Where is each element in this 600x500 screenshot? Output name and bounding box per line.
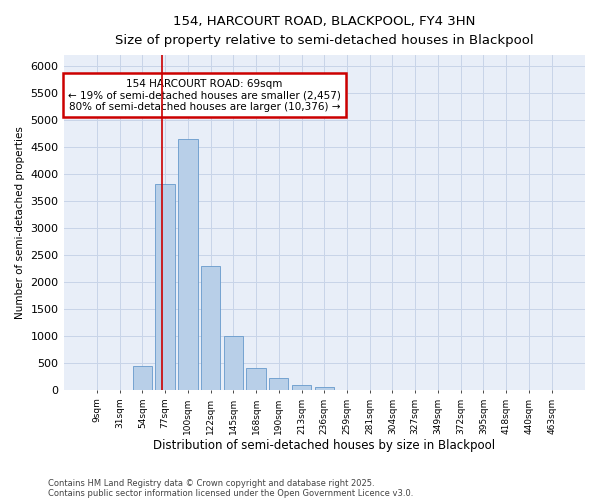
Bar	[269, 378, 289, 390]
X-axis label: Distribution of semi-detached houses by size in Blackpool: Distribution of semi-detached houses by …	[153, 440, 496, 452]
Bar	[178, 139, 197, 390]
Text: 154 HARCOURT ROAD: 69sqm
← 19% of semi-detached houses are smaller (2,457)
80% o: 154 HARCOURT ROAD: 69sqm ← 19% of semi-d…	[68, 78, 341, 112]
Text: Contains public sector information licensed under the Open Government Licence v3: Contains public sector information licen…	[48, 488, 413, 498]
Bar	[155, 184, 175, 390]
Bar	[224, 336, 243, 390]
Bar	[133, 366, 152, 390]
Text: Contains HM Land Registry data © Crown copyright and database right 2025.: Contains HM Land Registry data © Crown c…	[48, 478, 374, 488]
Bar	[292, 384, 311, 390]
Bar	[314, 386, 334, 390]
Y-axis label: Number of semi-detached properties: Number of semi-detached properties	[15, 126, 25, 319]
Bar	[247, 368, 266, 390]
Title: 154, HARCOURT ROAD, BLACKPOOL, FY4 3HN
Size of property relative to semi-detache: 154, HARCOURT ROAD, BLACKPOOL, FY4 3HN S…	[115, 15, 533, 47]
Bar	[201, 266, 220, 390]
